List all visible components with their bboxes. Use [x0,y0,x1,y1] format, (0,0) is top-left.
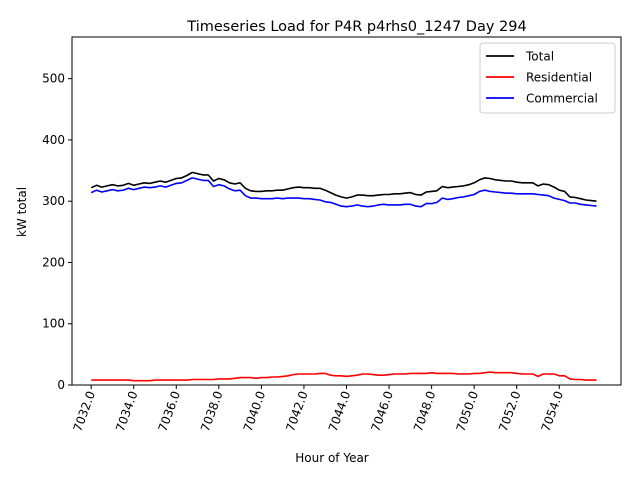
y-axis-title: kW total [15,187,29,237]
x-tick-label: 7042.0 [283,389,311,433]
legend-box [479,42,616,114]
y-tick-label: 300 [42,194,65,208]
series-line-commercial [90,177,597,208]
x-axis-title: Hour of Year [295,451,369,465]
series-layer [90,171,597,382]
y-tick-label: 500 [42,72,65,86]
x-tick-label: 7044.0 [326,389,354,433]
series-line-residential [91,371,597,382]
x-tick-label: 7054.0 [539,389,567,433]
x-tick-label: 7032.0 [70,389,98,433]
x-tick-label: 7046.0 [368,389,396,433]
y-tick-label: 400 [42,133,65,147]
x-tick-label: 7038.0 [198,389,226,433]
x-tick-label: 7034.0 [113,389,141,433]
chart-title: Timeseries Load for P4R p4rhs0_1247 Day … [186,19,526,35]
x-tick-label: 7050.0 [453,389,481,433]
legend: Total Residential Commercial [479,42,616,114]
x-tick-label: 7052.0 [496,389,524,433]
legend-label-residential: Residential [526,71,592,85]
x-tick-label: 7036.0 [156,389,184,433]
y-tick-label: 100 [42,317,65,331]
y-tick-label: 200 [42,255,65,269]
x-tick-label: 7048.0 [411,389,439,433]
x-tick-label: 7040.0 [241,389,269,433]
legend-label-total: Total [525,50,554,64]
y-tick-label: 0 [57,378,65,392]
legend-label-commercial: Commercial [526,92,598,106]
series-line-total [90,171,597,202]
